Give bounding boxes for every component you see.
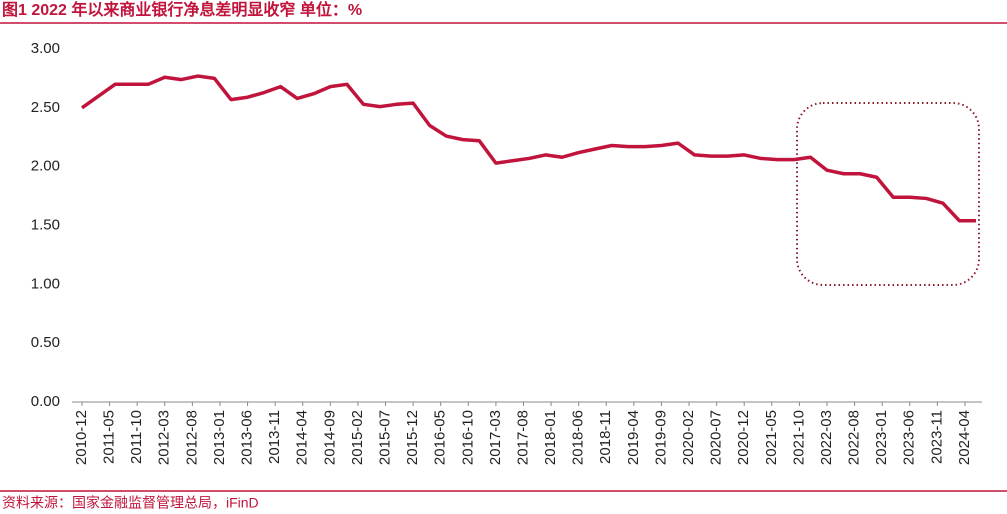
highlight-box xyxy=(796,102,980,286)
x-tick-label: 2016-05 xyxy=(432,410,449,465)
x-tick-label: 2020-02 xyxy=(680,410,697,465)
x-tick-label: 2012-08 xyxy=(183,410,200,465)
x-tick-label: 2021-10 xyxy=(790,410,807,465)
y-tick-label: 2.00 xyxy=(31,158,60,175)
x-tick-label: 2016-10 xyxy=(459,410,476,465)
x-tick-label: 2017-08 xyxy=(514,410,531,465)
x-tick-label: 2019-09 xyxy=(652,410,669,465)
x-tick-label: 2015-02 xyxy=(349,410,366,465)
x-tick-label: 2023-01 xyxy=(873,410,890,465)
y-tick-label: 0.50 xyxy=(31,334,60,351)
x-tick-label: 2013-01 xyxy=(211,410,228,465)
x-tick-label: 2011-10 xyxy=(128,410,145,464)
x-tick-label: 2023-11 xyxy=(928,410,945,464)
x-tick-label: 2013-11 xyxy=(266,410,283,464)
x-tick-label: 2011-05 xyxy=(101,410,118,464)
x-tick-label: 2010-12 xyxy=(73,410,90,465)
x-tick-label: 2023-06 xyxy=(901,410,918,465)
chart-title: 图1 2022 年以来商业银行净息差明显收窄 单位：% xyxy=(2,0,362,19)
x-tick-label: 2018-06 xyxy=(570,410,587,465)
y-tick-label: 0.00 xyxy=(31,393,60,410)
x-tick-label: 2022-08 xyxy=(846,410,863,465)
x-tick-label: 2014-04 xyxy=(294,410,311,465)
x-tick-label: 2020-12 xyxy=(735,410,752,465)
source-note: 资料来源：国家金融监督管理总局，iFinD xyxy=(2,495,259,511)
x-tick-label: 2021-05 xyxy=(763,410,780,465)
x-tick-label: 2015-07 xyxy=(376,410,393,465)
x-tick-label: 2013-06 xyxy=(239,410,256,465)
data-line xyxy=(80,74,976,223)
y-tick-label: 2.50 xyxy=(31,99,60,116)
x-tick-label: 2014-09 xyxy=(321,410,338,465)
y-tick-label: 3.00 xyxy=(31,40,60,57)
x-tick-label: 2018-01 xyxy=(542,410,559,465)
x-tick-label: 2017-03 xyxy=(487,410,504,465)
x-tick-label: 2012-03 xyxy=(156,410,173,465)
y-tick-label: 1.00 xyxy=(31,275,60,292)
x-tick-label: 2018-11 xyxy=(597,410,614,464)
x-tick-label: 2024-04 xyxy=(956,410,973,465)
y-tick-label: 1.50 xyxy=(31,216,60,233)
x-tick-label: 2020-07 xyxy=(708,410,725,465)
x-tick-label: 2015-12 xyxy=(404,410,421,465)
x-tick-label: 2019-04 xyxy=(625,410,642,465)
x-tick-label: 2022-03 xyxy=(818,410,835,465)
